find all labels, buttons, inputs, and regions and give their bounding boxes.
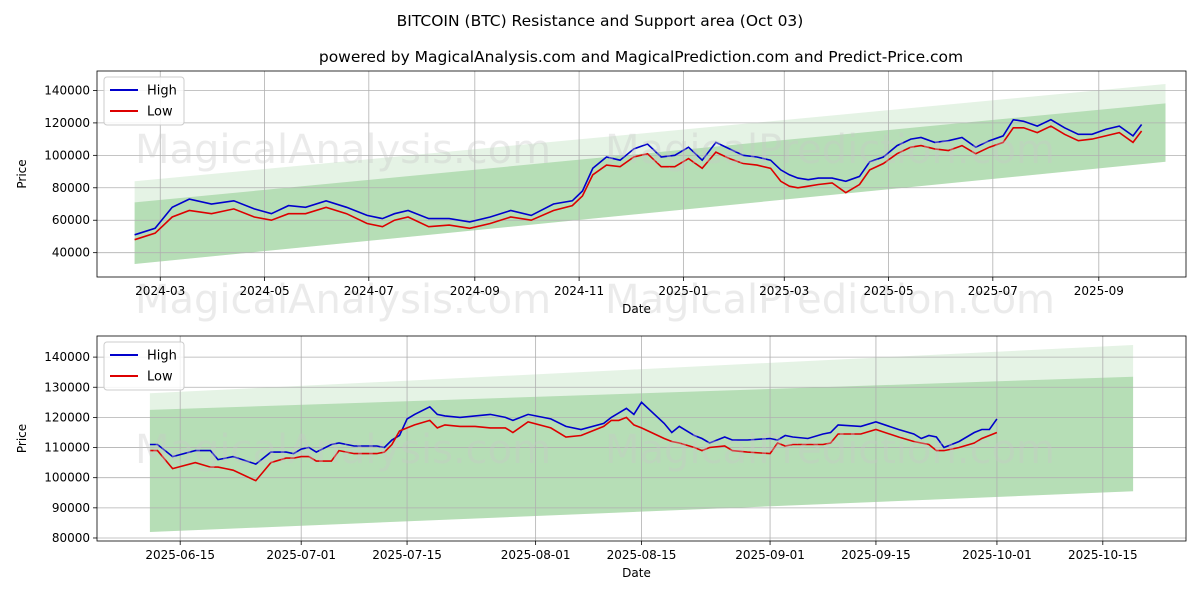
x-axis-label: Date [622,302,651,316]
x-tick-label: 2025-03 [759,284,809,298]
axes-frame [96,70,1187,278]
x-tick-label: 2025-10-15 [1068,548,1138,562]
x-tick-label: 2024-07 [344,284,394,298]
y-tick-label: 80000 [52,531,90,545]
x-tick-label: 2025-08-15 [607,548,677,562]
legend-label-low: Low [147,105,173,120]
plot-area [97,71,1186,277]
legend: High Low [103,341,185,391]
series-line-high [134,118,1143,236]
watermark-text: MagicalPrediction.com [605,427,1055,473]
y-tick-label: 120000 [44,410,90,424]
plot-area [97,336,1186,541]
y-tick-label: 100000 [44,148,90,162]
y-tick-label: 140000 [44,83,90,97]
x-tick-label: 2025-08-01 [501,548,571,562]
series-line-low [134,125,1143,241]
series-line-high [149,401,998,465]
figure-title: BITCOIN (BTC) Resistance and Support are… [397,12,804,30]
watermark-text: MagicalAnalysis.com [135,277,551,323]
x-tick-label: 2024-05 [239,284,289,298]
axes-frame [96,335,1187,542]
y-tick-label: 130000 [44,380,90,394]
y-tick-label: 80000 [52,181,90,195]
legend-label-low: Low [147,370,173,385]
x-tick-label: 2025-09 [1074,284,1124,298]
x-tick-label: 2025-07-15 [372,548,442,562]
x-tick-label: 2024-11 [554,284,604,298]
legend-label-high: High [147,84,177,99]
legend: High Low [103,76,185,126]
x-tick-label: 2025-10-01 [962,548,1032,562]
y-tick-label: 120000 [44,116,90,130]
x-tick-label: 2025-07 [968,284,1018,298]
x-tick-label: 2024-09 [450,284,500,298]
x-tick-label: 2025-07-01 [266,548,336,562]
series-line-low [149,416,998,482]
watermark-text: MagicalAnalysis.com [135,427,551,473]
x-tick-label: 2025-09-01 [735,548,805,562]
upper-chart-panel: MagicalAnalysis.com MagicalPrediction.com… [15,70,1187,323]
x-tick-label: 2024-03 [135,284,185,298]
x-tick-label: 2025-09-15 [841,548,911,562]
y-tick-label: 90000 [52,501,90,515]
x-tick-label: 2025-06-15 [145,548,215,562]
y-tick-label: 100000 [44,471,90,485]
watermark-text: MagicalAnalysis.com [135,127,551,173]
y-tick-label: 40000 [52,246,90,260]
band-inner [134,103,1166,265]
y-tick-label: 60000 [52,213,90,227]
figure-subtitle: powered by MagicalAnalysis.com and Magic… [319,48,963,66]
band-outer [134,84,1166,264]
x-tick-label: 2025-05 [863,284,913,298]
y-axis-label: Price [15,424,29,453]
x-tick-label: 2025-01 [658,284,708,298]
y-tick-label: 110000 [44,441,90,455]
y-axis-label: Price [15,159,29,188]
y-tick-label: 140000 [44,350,90,364]
watermark-text: MagicalPrediction.com [605,277,1055,323]
watermark-text: MagicalPrediction.com [605,127,1055,173]
x-axis-label: Date [622,566,651,580]
legend-label-high: High [147,349,177,364]
lower-chart-panel: MagicalAnalysis.com MagicalPrediction.com… [15,335,1187,580]
